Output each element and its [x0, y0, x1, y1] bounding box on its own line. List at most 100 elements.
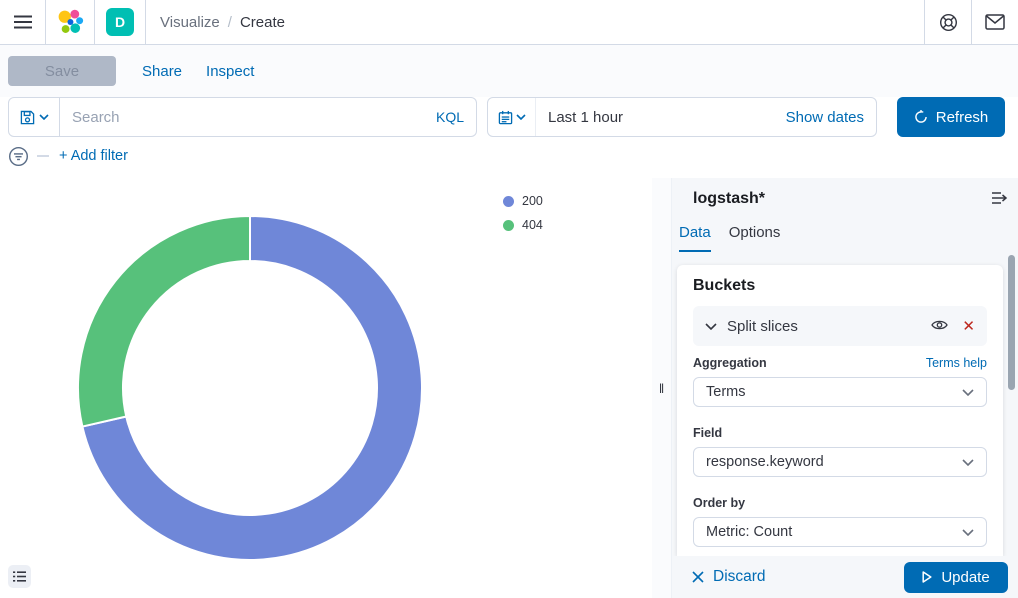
main-content: 200 404 ‖ logstash* [0, 178, 1018, 598]
discard-button[interactable]: Discard [692, 568, 766, 586]
share-link[interactable]: Share [142, 62, 183, 80]
editor-footer: Discard Update [672, 556, 1018, 598]
filter-bar: + Add filter [8, 143, 128, 169]
terms-help-link[interactable]: Terms help [925, 356, 987, 370]
order-by-field-row: Order by [693, 496, 987, 510]
divider [924, 0, 925, 44]
refresh-icon [914, 110, 928, 124]
refresh-label: Refresh [935, 108, 989, 126]
tab-data[interactable]: Data [679, 224, 711, 252]
field-select[interactable]: response.keyword [693, 447, 987, 477]
collapse-panel-button[interactable] [991, 191, 1008, 208]
chevron-down-icon [962, 458, 974, 466]
aggregation-select[interactable]: Terms [693, 377, 987, 407]
space-avatar: D [106, 8, 134, 36]
legend-label: 200 [522, 194, 543, 208]
breadcrumb-visualize[interactable]: Visualize [160, 13, 220, 31]
time-range-value[interactable]: Last 1 hour [548, 108, 624, 126]
menu-toggle-button[interactable] [0, 0, 45, 44]
hamburger-icon [13, 15, 32, 29]
legend-item-404[interactable]: 404 [503, 213, 543, 237]
resizer-handle-icon: ‖ [658, 381, 665, 396]
show-dates-link[interactable]: Show dates [785, 108, 864, 126]
save-query-icon [20, 110, 35, 125]
chart-area: 200 404 [0, 178, 652, 598]
elastic-home-button[interactable] [46, 0, 94, 44]
chevron-down-icon [962, 528, 974, 536]
tab-options[interactable]: Options [728, 224, 781, 241]
panel-resizer[interactable]: ‖ [652, 178, 672, 598]
visualize-toolbar: Save Share Inspect [0, 45, 1018, 97]
divider [971, 0, 972, 44]
field-field-row: Field [693, 426, 987, 440]
panel-scrollbar[interactable] [1008, 255, 1015, 390]
divider [94, 0, 95, 44]
breadcrumb-separator: / [227, 13, 232, 31]
legend-dot [503, 219, 514, 231]
aggregation-field-row: Aggregation Terms help [693, 356, 987, 370]
refresh-button[interactable]: Refresh [897, 97, 1005, 137]
split-slices-row[interactable]: Split slices ✕ [693, 306, 987, 346]
query-language-button[interactable]: KQL [435, 109, 464, 125]
chevron-down-icon [515, 114, 526, 120]
chevron-down-icon [962, 388, 974, 396]
divider [45, 0, 46, 44]
field-label: Field [693, 426, 723, 440]
menu-right-icon [991, 191, 1008, 205]
buckets-card: Buckets Split slices ✕ [677, 265, 1003, 556]
space-selector-button[interactable]: D [95, 0, 145, 44]
update-label: Update [941, 568, 990, 586]
save-button[interactable]: Save [8, 56, 116, 86]
calendar-icon [498, 110, 513, 125]
discard-label: Discard [713, 568, 766, 585]
donut-chart [77, 215, 423, 561]
update-button[interactable]: Update [904, 561, 1008, 593]
search-box: KQL [60, 97, 477, 137]
index-pattern-title: logstash* [693, 190, 766, 207]
buckets-heading: Buckets [693, 277, 756, 294]
date-picker: Last 1 hour Show dates [487, 97, 877, 137]
legend-label: 404 [522, 218, 543, 232]
order-by-value: Metric: Count [706, 524, 793, 540]
legend-item-200[interactable]: 200 [503, 189, 543, 213]
order-by-label: Order by [693, 496, 746, 510]
aggregation-value: Terms [706, 384, 746, 400]
visualization-editor-panel: logstash* Data Options Buckets [672, 178, 1018, 598]
filter-icon[interactable] [8, 146, 29, 167]
chart-legend: 200 404 [503, 189, 543, 237]
breadcrumb: Visualize / Create [146, 0, 285, 44]
breadcrumb-create: Create [239, 13, 285, 31]
order-by-select[interactable]: Metric: Count [693, 517, 987, 547]
close-icon [692, 571, 704, 583]
list-icon [13, 571, 26, 582]
donut-slice-404[interactable] [77, 215, 251, 428]
chevron-down-icon [705, 322, 717, 330]
eye-icon [931, 319, 949, 331]
remove-aggregation-button[interactable]: ✕ [962, 318, 975, 335]
top-navigation-bar: D Visualize / Create [0, 0, 1018, 45]
filter-dash [37, 155, 49, 157]
elastic-logo-icon [56, 8, 84, 36]
legend-dot [503, 195, 514, 207]
date-quick-menu-button[interactable] [488, 98, 536, 136]
toggle-visibility-button[interactable] [931, 319, 949, 334]
newsfeed-button[interactable] [972, 0, 1018, 44]
split-slices-label: Split slices [727, 317, 798, 335]
editor-tabs: Data Options [679, 224, 798, 252]
field-value: response.keyword [706, 454, 824, 470]
saved-query-menu-button[interactable] [8, 97, 60, 137]
donut-slice-200[interactable] [81, 215, 423, 561]
help-button[interactable] [925, 0, 971, 44]
play-icon [922, 571, 932, 583]
inspect-link[interactable]: Inspect [206, 62, 255, 80]
divider [145, 0, 146, 44]
help-lifebuoy-icon [939, 13, 958, 32]
chevron-down-icon [38, 114, 49, 120]
add-filter-link[interactable]: + Add filter [59, 148, 128, 164]
spacer [285, 0, 924, 44]
legend-toggle-button[interactable] [8, 565, 31, 588]
aggregation-label: Aggregation [693, 356, 767, 370]
search-input[interactable] [72, 108, 436, 126]
query-bar: KQL Last 1 hour Show dates [8, 97, 1005, 137]
